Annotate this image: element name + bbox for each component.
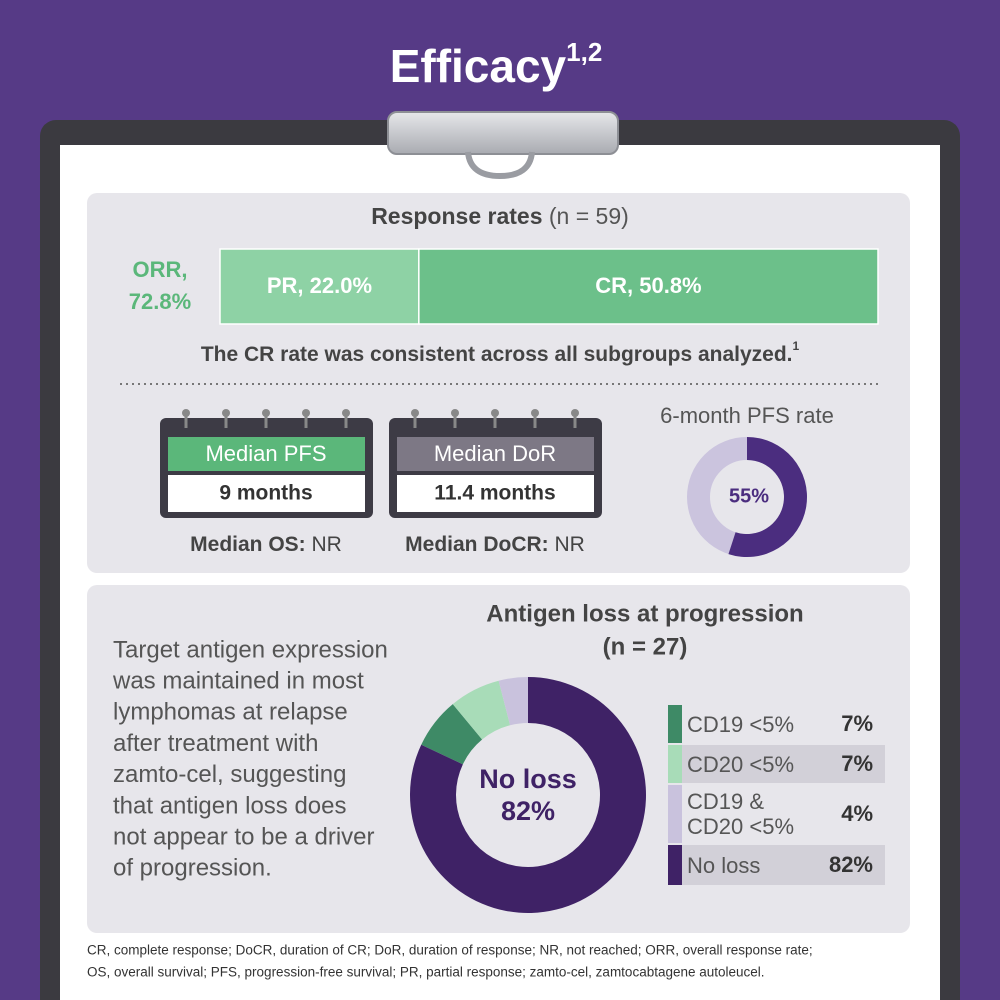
legend-swatch [668, 785, 682, 843]
calendar-label: Median PFS [205, 441, 326, 466]
calendar-ring-top [531, 409, 539, 417]
response-title-text: Response rates [371, 203, 542, 229]
pfs-title: 6-month PFS rate [660, 403, 834, 428]
calendar-header [168, 437, 365, 471]
legend-value: 4% [841, 801, 873, 826]
donut-segment [498, 677, 528, 726]
legend-row: CD20 <5% 7% [668, 745, 885, 783]
median-line: Median OS: NR [190, 533, 342, 556]
donut-center-name: No loss [479, 764, 577, 794]
legend-name: CD19 <5% [687, 711, 795, 737]
text-line: not appear to be a driver [113, 824, 375, 851]
text-line: was maintained in most [112, 668, 364, 695]
calendar-ring-top [451, 409, 459, 417]
legend-value: 82% [828, 852, 873, 877]
median-value: NR [312, 533, 342, 556]
calendar-value: 11.4 months [434, 482, 555, 505]
title-text: Efficacy [390, 40, 567, 92]
legend-name: No loss [687, 852, 761, 878]
donut-segment [421, 704, 483, 765]
text-line: lymphomas at relapse [113, 699, 348, 726]
calendar-ring-top [571, 409, 579, 417]
donut-center-label: 55% [729, 485, 769, 507]
calendar-header [397, 437, 594, 471]
clip [387, 111, 619, 155]
legend-row: CD19 & CD20 <5% 4% [668, 785, 885, 843]
segment-label: PR, 22.0% [267, 273, 372, 298]
cr-note-text: The CR rate was consistent across all su… [201, 343, 793, 366]
bar-segment [418, 248, 879, 325]
calendar-body [397, 475, 594, 512]
title: Efficacy1,2 [390, 37, 603, 92]
segment-value: 50.8% [639, 273, 701, 298]
legend-swatch [668, 745, 682, 783]
median-label: Median OS: [190, 533, 306, 556]
donut-center-value: 82% [501, 796, 555, 826]
donut-segment [410, 677, 647, 913]
response-n: (n = 59) [549, 203, 629, 229]
response-title: Response rates (n = 59) [371, 203, 629, 229]
calendar-ring-top [262, 409, 270, 417]
response-bar: PR, 22.0% CR, 50.8% [219, 248, 879, 325]
donut-segment [452, 680, 511, 740]
median-label: Median DoCR: [405, 533, 549, 556]
segment-label: CR, 50.8% [595, 273, 701, 298]
antigen-n: (n = 27) [603, 633, 688, 660]
antigen-text: Target antigen expression was maintained … [112, 636, 388, 881]
calendar-body [168, 475, 365, 512]
legend-value: 7% [841, 751, 873, 776]
orr-name: ORR, [133, 257, 188, 282]
text-line: Target antigen expression [113, 636, 388, 663]
cr-note: The CR rate was consistent across all su… [201, 339, 800, 365]
donut-segment [728, 437, 807, 557]
legend-row: CD19 <5% 7% [668, 705, 885, 743]
calendar-ring-top [491, 409, 499, 417]
pfs-donut: 55% [687, 437, 807, 557]
footnote-line: CR, complete response; DoCR, duration of… [87, 943, 813, 958]
calendar-ring-top [222, 409, 230, 417]
text-line: zamto-cel, suggesting [113, 761, 346, 788]
clip-ring [465, 151, 535, 180]
antigen-title: Antigen loss at progression [486, 600, 803, 627]
legend-name: CD20 <5% [687, 751, 795, 777]
legend-swatch [668, 705, 682, 743]
median-line: Median DoCR: NR [405, 533, 585, 556]
segment-name: CR, [595, 273, 633, 298]
orr-value: 72.8% [129, 289, 191, 314]
calendar-ring-top [182, 409, 190, 417]
footnote-line: OS, overall survival; PFS, progression-f… [87, 965, 765, 980]
legend-value: 7% [841, 711, 873, 736]
segment-value: 22.0% [310, 273, 372, 298]
segment-name: PR, [267, 273, 304, 298]
cr-note-superscript: 1 [793, 339, 800, 353]
text-line: of progression. [113, 855, 272, 882]
calendar-value: 9 months [219, 482, 312, 505]
legend-row: No loss 82% [668, 845, 885, 885]
calendar-ring-top [302, 409, 310, 417]
text-line: after treatment with [113, 730, 318, 757]
legend-name: CD19 & CD20 <5% [687, 789, 795, 839]
footnote: CR, complete response; DoCR, duration of… [87, 943, 813, 980]
calendar-ring-top [342, 409, 350, 417]
text-line: that antigen loss does [113, 792, 347, 819]
calendar-ring-top [411, 409, 419, 417]
calendar-label: Median DoR [434, 441, 556, 466]
median-value: NR [555, 533, 585, 556]
title-superscript: 1,2 [566, 37, 602, 67]
legend-swatch [668, 845, 682, 885]
